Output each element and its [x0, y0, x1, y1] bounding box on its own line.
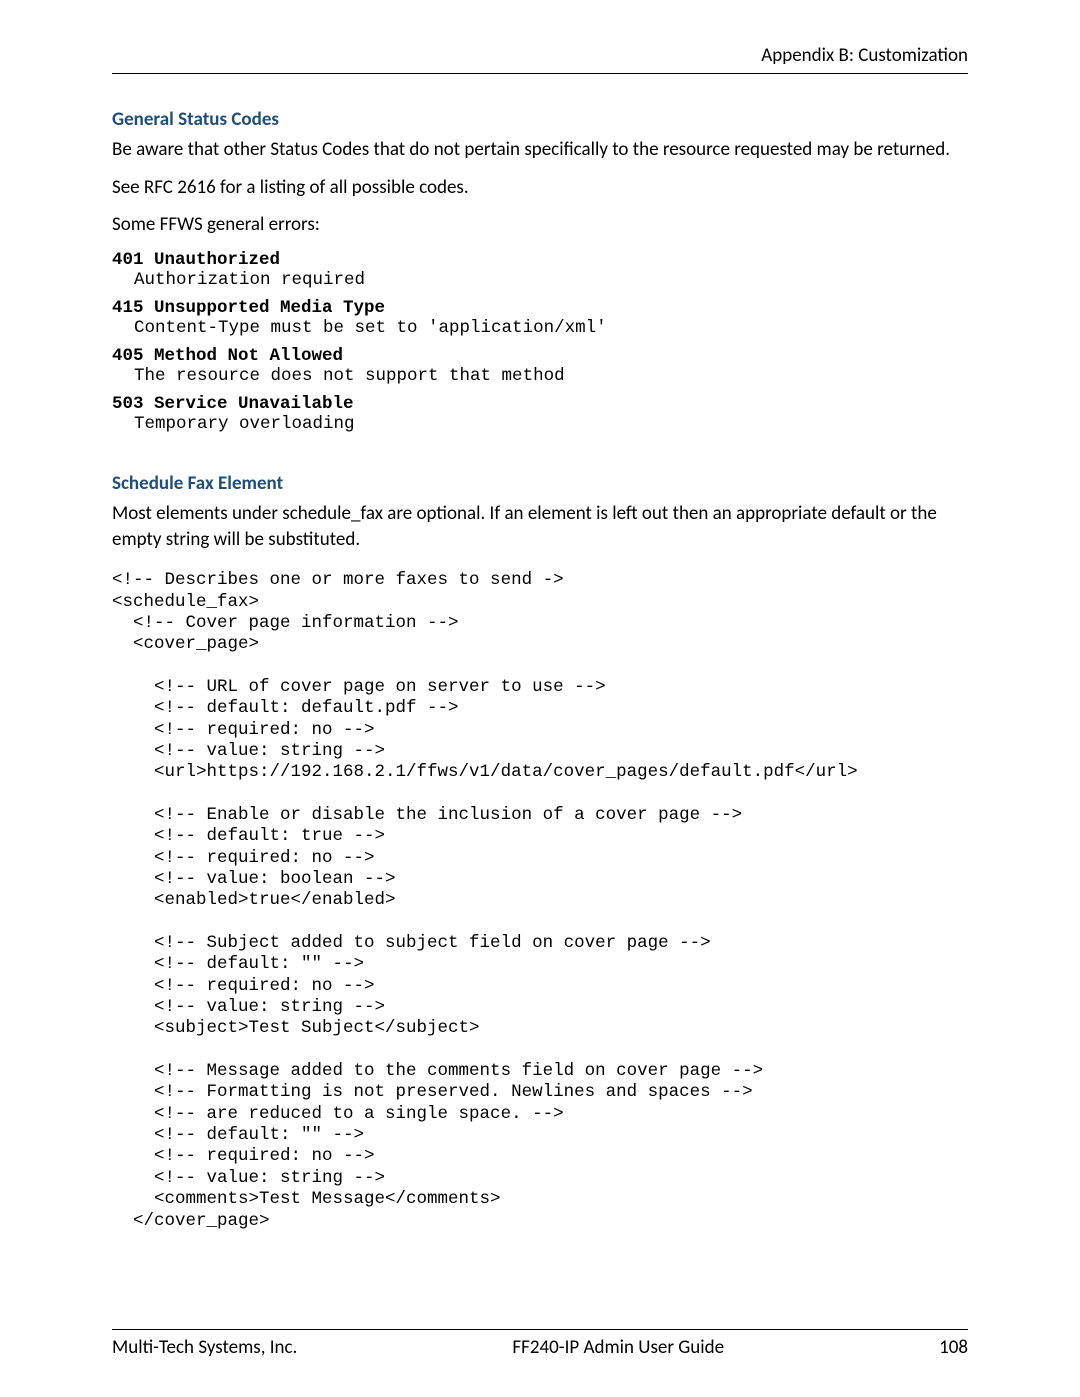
footer-page-number: 108 — [939, 1336, 968, 1359]
section-heading-schedule-fax-element: Schedule Fax Element — [112, 472, 968, 495]
error-description: Authorization required — [112, 270, 968, 290]
body-paragraph: See RFC 2616 for a listing of all possib… — [112, 175, 968, 201]
error-code: 415 Unsupported Media Type — [112, 298, 968, 318]
body-paragraph: Some FFWS general errors: — [112, 212, 968, 238]
body-paragraph: Be aware that other Status Codes that do… — [112, 137, 968, 163]
header-text: Appendix B: Customization — [112, 44, 968, 67]
footer-doc-title: FF240-IP Admin User Guide — [512, 1336, 724, 1359]
error-code: 405 Method Not Allowed — [112, 346, 968, 366]
xml-code-block: <!-- Describes one or more faxes to send… — [112, 570, 968, 1232]
error-code: 503 Service Unavailable — [112, 394, 968, 414]
error-entry: 415 Unsupported Media Type Content-Type … — [112, 298, 968, 338]
page-header: Appendix B: Customization — [112, 44, 968, 74]
vertical-spacer — [112, 442, 968, 472]
error-entry: 401 Unauthorized Authorization required — [112, 250, 968, 290]
document-page: Appendix B: Customization General Status… — [0, 0, 1080, 1397]
footer-row: Multi-Tech Systems, Inc. FF240-IP Admin … — [112, 1336, 968, 1359]
section-heading-general-status-codes: General Status Codes — [112, 108, 968, 131]
page-footer: Multi-Tech Systems, Inc. FF240-IP Admin … — [112, 1329, 968, 1359]
error-entry: 503 Service Unavailable Temporary overlo… — [112, 394, 968, 434]
error-description: Temporary overloading — [112, 414, 968, 434]
error-description: Content-Type must be set to 'application… — [112, 318, 968, 338]
error-code: 401 Unauthorized — [112, 250, 968, 270]
body-paragraph: Most elements under schedule_fax are opt… — [112, 501, 968, 552]
error-entry: 405 Method Not Allowed The resource does… — [112, 346, 968, 386]
error-description: The resource does not support that metho… — [112, 366, 968, 386]
footer-company: Multi-Tech Systems, Inc. — [112, 1336, 297, 1359]
